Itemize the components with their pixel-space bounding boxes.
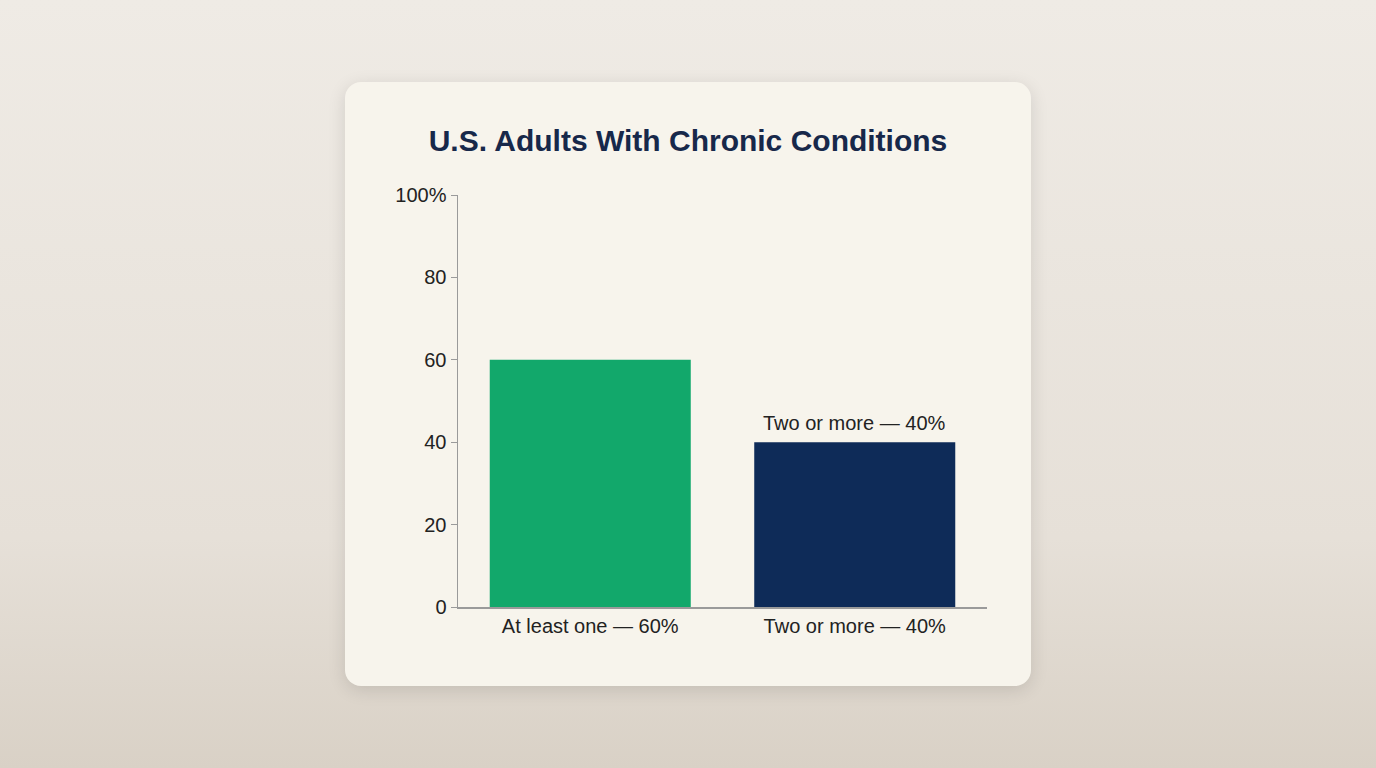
svg-text:At least one — 60%: At least one — 60% [502, 615, 679, 637]
svg-text:100%: 100% [395, 184, 446, 206]
svg-text:40: 40 [424, 431, 446, 453]
svg-text:20: 20 [424, 514, 446, 536]
svg-text:80: 80 [424, 266, 446, 288]
svg-text:U.S. Adults With Chronic Condi: U.S. Adults With Chronic Conditions [429, 124, 948, 157]
svg-text:0: 0 [435, 596, 446, 618]
svg-text:Two or more — 40%: Two or more — 40% [764, 615, 947, 637]
svg-text:Two or more — 40%: Two or more — 40% [763, 412, 946, 434]
svg-text:60: 60 [424, 349, 446, 371]
